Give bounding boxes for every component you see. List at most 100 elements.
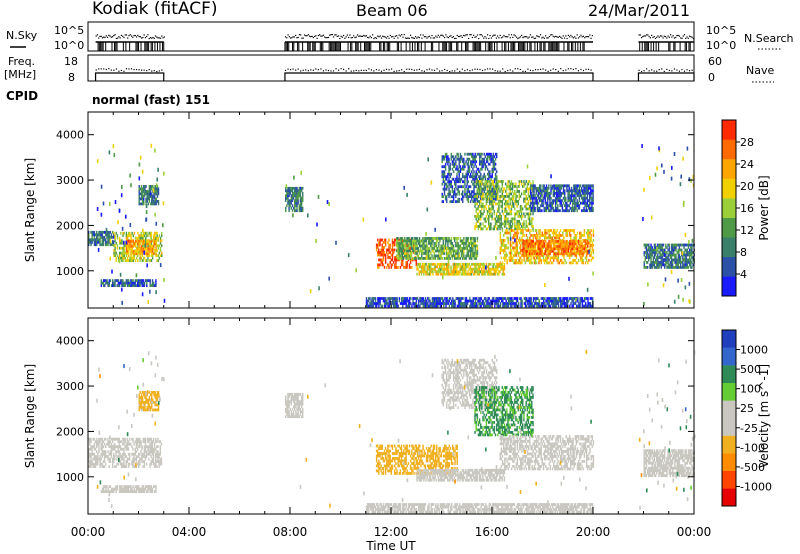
nsearch-dot [430, 37, 432, 39]
echo-cell [140, 195, 143, 198]
echo-cell [516, 261, 519, 265]
echo-cell [455, 252, 457, 255]
echo-cell [457, 152, 459, 156]
echo-cell [520, 182, 523, 186]
echo-cell [450, 157, 453, 161]
echo-cell [424, 262, 426, 266]
echo-cell [378, 253, 380, 257]
echo-cell [486, 227, 489, 231]
nsearch-dot [135, 36, 138, 38]
echo-cell [430, 242, 432, 245]
echo-cell [542, 239, 545, 243]
echo-cell [582, 189, 584, 193]
echo-cell [559, 242, 562, 246]
echo-cell [377, 266, 379, 269]
echo-cell [557, 236, 559, 240]
echo-cell [418, 252, 421, 255]
nsearch-dot [290, 37, 292, 39]
echo-cell [477, 167, 480, 171]
echo-cell [159, 239, 162, 243]
echo-cell [556, 252, 558, 256]
echo-cell [465, 175, 467, 179]
echo-cell [500, 265, 502, 269]
echo-cell [575, 191, 577, 195]
echo-cell [396, 244, 398, 248]
echo-cell [532, 254, 534, 257]
echo-cell [539, 189, 541, 193]
echo-cell [114, 251, 116, 255]
echo-cell [483, 272, 485, 276]
nsearch-dot [426, 37, 428, 39]
echo-cell [513, 261, 515, 265]
echo-cell [491, 215, 493, 218]
echo-cell [539, 206, 541, 210]
echo-cell [559, 239, 562, 243]
echo-cell [404, 266, 406, 269]
echo-cell [430, 237, 432, 240]
echo-cell [140, 190, 143, 193]
nsearch-dot [586, 35, 588, 38]
echo-cell [558, 191, 560, 195]
echo-cell [476, 225, 479, 228]
echo-cell [537, 234, 539, 237]
echo-cell [442, 187, 445, 191]
echo-cell [473, 165, 475, 169]
echo-cell [109, 243, 112, 247]
echo-cell [509, 234, 512, 237]
echo-cell [151, 187, 153, 191]
echo-cell [572, 261, 574, 265]
echo-cell [522, 215, 524, 218]
echo-cell [434, 267, 436, 271]
echo-cell [130, 252, 132, 256]
echo-cell [444, 197, 447, 201]
echo-cell [512, 236, 514, 240]
echo-cell [531, 239, 533, 243]
nsearch-dot [440, 34, 442, 36]
echo-cell [481, 212, 483, 216]
echo-cell [140, 234, 142, 238]
echo-cell [560, 261, 563, 265]
echo-cell [141, 197, 144, 201]
echo-cell [480, 167, 482, 171]
echo-cell [494, 220, 497, 223]
echo-cell [476, 254, 479, 258]
echo-cell [291, 199, 294, 203]
echo-cell [568, 234, 571, 237]
nave-dot [325, 69, 327, 71]
echo-cell [462, 267, 465, 271]
echo-cell [495, 222, 498, 226]
echo-cell [473, 244, 475, 248]
echo-cell [574, 184, 576, 188]
nave-dot [322, 70, 325, 72]
echo-cell [526, 236, 529, 240]
echo-cell [297, 201, 299, 205]
echo-cell [562, 209, 565, 213]
nsearch-dot [560, 36, 562, 38]
echo-cell [96, 240, 98, 244]
echo-cell [557, 189, 559, 193]
nsearch-dot [122, 35, 124, 37]
echo-cell [476, 172, 479, 176]
echo-cell [88, 240, 90, 244]
echo-cell [490, 157, 492, 161]
echo-cell [443, 270, 445, 274]
echo-cell [475, 222, 477, 226]
echo-cell [148, 252, 151, 256]
echo-cell [526, 207, 529, 211]
echo-cell [146, 234, 148, 238]
echo-cell [444, 162, 447, 166]
echo-cell [439, 267, 441, 271]
echo-cell [546, 231, 548, 235]
echo-cell [100, 243, 102, 247]
echo-cell [478, 262, 481, 266]
echo-cell [576, 184, 578, 188]
echo-cell [131, 284, 133, 287]
echo-cell [151, 200, 153, 203]
echo-cell [490, 262, 492, 266]
echo-cell [571, 189, 574, 193]
nsearch-dot [524, 36, 527, 38]
echo-cell [442, 200, 445, 203]
echo-cell [118, 236, 121, 240]
echo-cell [454, 187, 456, 191]
echo-cell [463, 157, 465, 161]
